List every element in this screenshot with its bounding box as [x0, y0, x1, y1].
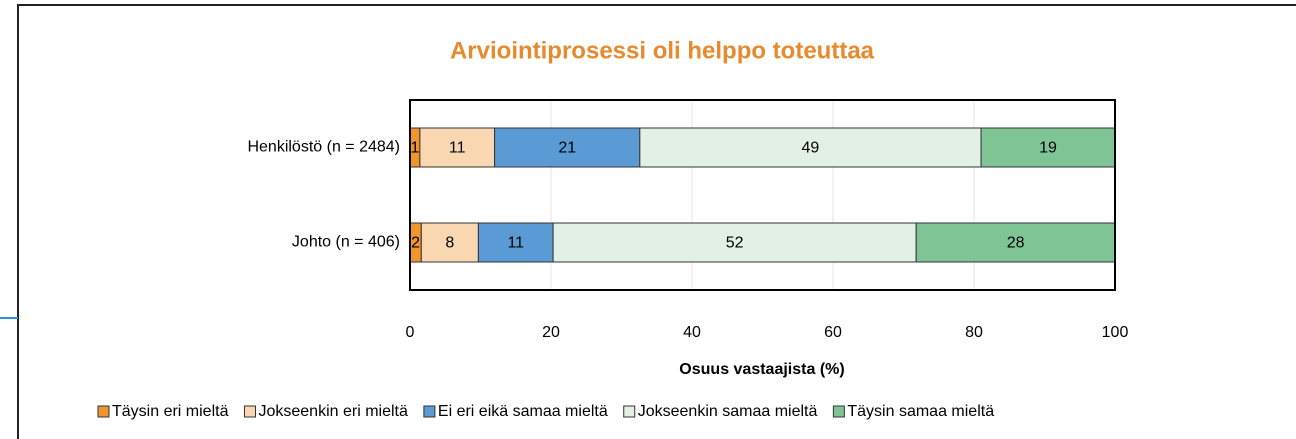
legend-swatch — [97, 405, 110, 418]
data-label: 1 — [410, 140, 419, 157]
data-label: 11 — [507, 235, 524, 252]
bar-segment — [552, 222, 917, 263]
bar-segment — [420, 222, 479, 263]
legend-swatch — [832, 405, 845, 418]
x-tick-label: 60 — [824, 324, 842, 341]
x-tick-label: 40 — [683, 324, 701, 341]
legend-swatch — [623, 405, 636, 418]
data-label: 49 — [802, 140, 820, 157]
legend-label: Täysin samaa mieltä — [847, 403, 994, 420]
data-label: 52 — [726, 235, 744, 252]
data-label: 28 — [1007, 235, 1025, 252]
bar-segment — [639, 127, 982, 168]
x-tick-label: 20 — [542, 324, 560, 341]
data-label: 8 — [445, 235, 454, 252]
x-axis-title: Osuus vastaajista (%) — [679, 361, 844, 378]
data-label: 19 — [1039, 140, 1057, 157]
data-label: 11 — [449, 140, 466, 157]
data-label: 2 — [411, 235, 420, 252]
data-label: 21 — [558, 140, 576, 157]
legend-swatch — [423, 405, 436, 418]
y-tick-label: Henkilöstö (n = 2484) — [247, 139, 400, 156]
y-tick-label: Johto (n = 406) — [292, 234, 400, 251]
legend-swatch — [243, 405, 256, 418]
x-tick-label: 100 — [1102, 324, 1129, 341]
x-tick-label: 80 — [965, 324, 983, 341]
legend-label: Täysin eri mieltä — [112, 403, 229, 420]
legend-label: Jokseenkin eri mieltä — [258, 403, 408, 420]
plot-border — [409, 99, 1116, 291]
legend-label: Ei eri eikä samaa mieltä — [438, 403, 608, 420]
frame — [17, 4, 1296, 439]
bar-segment — [477, 222, 554, 263]
x-tick-label: 0 — [406, 324, 415, 341]
chart-title: Arviointiprosessi oli helppo toteuttaa — [450, 37, 875, 64]
bar-segment — [915, 222, 1116, 263]
legend-label: Jokseenkin samaa mieltä — [638, 403, 818, 420]
bar-segment — [980, 127, 1116, 168]
bar-segment — [419, 127, 496, 168]
